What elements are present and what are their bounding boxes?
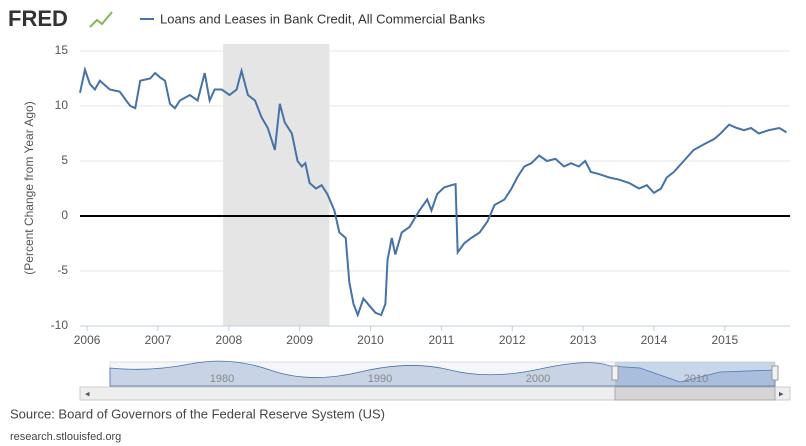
navigator-series [109, 360, 776, 387]
scrollbar-track[interactable] [79, 386, 791, 401]
x-tick-label: 2006 [74, 333, 101, 347]
navigator-handle[interactable] [611, 365, 619, 381]
navigator-selection[interactable] [615, 362, 775, 386]
url: research.stlouisfed.org [10, 431, 121, 443]
y-tick-label: 15 [55, 43, 69, 57]
legend-label: Loans and Leases in Bank Credit, All Com… [160, 11, 486, 26]
series-line [79, 65, 787, 318]
recession-shade [223, 44, 330, 326]
navigator-label: 2010 [684, 373, 708, 385]
plot-background [80, 44, 790, 326]
scrollbar-thumb[interactable] [614, 386, 776, 401]
navigator-label: 1980 [210, 373, 234, 385]
y-tick-label: 5 [61, 153, 68, 167]
y-axis-label: (Percent Change from Year Ago) [22, 101, 36, 274]
x-tick-label: 2011 [428, 333, 454, 347]
y-tick-label: -10 [51, 318, 69, 332]
x-tick-label: 2015 [711, 333, 738, 347]
x-tick-label: 2007 [145, 333, 172, 347]
navigator-handle[interactable] [771, 365, 779, 381]
source: Source: Board of Governors of the Federa… [10, 406, 385, 421]
x-tick-label: 2008 [215, 333, 242, 347]
y-tick-label: 0 [61, 208, 68, 222]
x-tick-label: 2010 [357, 333, 384, 347]
x-tick-label: 2013 [570, 333, 597, 347]
scroll-left[interactable]: ◂ [85, 388, 90, 398]
y-tick-label: -5 [57, 263, 68, 277]
y-tick-label: 10 [55, 98, 69, 112]
logo: FRED [8, 6, 68, 31]
x-tick-label: 2009 [286, 333, 313, 347]
navigator-labels: 1980 1990 2000 2010 [210, 373, 708, 385]
x-tick-label: 2012 [499, 333, 526, 347]
navigator-label: 1990 [368, 373, 392, 385]
navigator-label: 2000 [526, 373, 550, 385]
plot-area: -10 -5 0 5 10 15 2006 2007 2008 2009 2010 2011 2012 2… [51, 43, 790, 347]
logo-icon [89, 11, 113, 28]
x-tick-label: 2014 [641, 333, 668, 347]
scroll-right[interactable]: ▸ [779, 388, 784, 398]
